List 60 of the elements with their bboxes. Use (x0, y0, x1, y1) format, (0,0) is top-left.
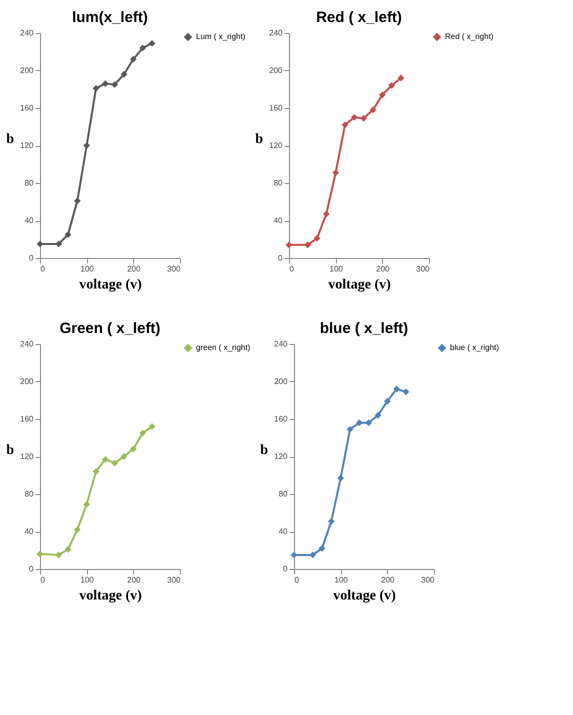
legend-label: blue ( x_right) (450, 343, 500, 352)
legend-label: Red ( x_right) (445, 32, 494, 41)
y-tick-label: 120 (20, 141, 34, 150)
y-axis-title: b (6, 443, 14, 458)
y-tick-label: 40 (24, 527, 34, 536)
y-tick-label: 240 (269, 28, 284, 38)
x-axis-title: voltage (v) (79, 588, 142, 604)
x-tick-label: 100 (80, 576, 94, 584)
x-tick-label: 0 (290, 264, 294, 274)
chart-title: Red ( x_left) (316, 9, 402, 26)
y-tick-label: 160 (20, 104, 34, 112)
x-tick-label: 200 (381, 576, 396, 584)
y-axis-title: b (255, 132, 264, 147)
x-tick-label: 100 (329, 264, 344, 274)
y-tick-label: 80 (278, 490, 288, 498)
x-tick-label: 0 (40, 576, 46, 584)
x-tick-label: 200 (127, 576, 142, 584)
y-tick-label: 0 (29, 254, 34, 262)
y-axis-title: b (260, 443, 268, 458)
x-tick-label: 0 (40, 264, 46, 274)
y-tick-label: 40 (274, 216, 284, 225)
y-tick-label: 200 (20, 377, 34, 386)
y-tick-label: 240 (274, 340, 288, 348)
y-tick-label: 200 (20, 66, 34, 75)
y-tick-label: 120 (269, 141, 284, 150)
chart-title: Green ( x_left) (60, 320, 160, 337)
y-tick-label: 240 (20, 28, 34, 38)
legend-label: Lum ( x_right) (196, 32, 246, 41)
y-tick-label: 200 (274, 377, 288, 386)
x-tick-label: 300 (167, 576, 182, 584)
x-axis-title: voltage (v) (79, 278, 142, 292)
y-tick-label: 160 (269, 104, 284, 112)
y-tick-label: 80 (24, 178, 34, 188)
x-tick-label: 300 (421, 576, 436, 584)
y-tick-label: 0 (283, 564, 288, 574)
y-tick-label: 160 (274, 414, 288, 424)
chart-title: blue ( x_left) (320, 320, 408, 337)
chart-title: lum(x_left) (72, 9, 148, 26)
y-tick-label: 40 (278, 527, 288, 536)
x-tick-label: 200 (376, 264, 390, 274)
y-tick-label: 120 (20, 452, 34, 461)
y-tick-label: 200 (269, 66, 284, 75)
x-tick-label: 300 (167, 264, 182, 274)
y-tick-label: 240 (20, 340, 34, 348)
x-tick-label: 0 (294, 576, 300, 584)
y-tick-label: 80 (274, 178, 284, 188)
x-tick-label: 200 (127, 264, 142, 274)
y-tick-label: 40 (24, 216, 34, 225)
x-tick-label: 300 (416, 264, 430, 274)
y-tick-label: 160 (20, 414, 34, 424)
y-tick-label: 120 (274, 452, 288, 461)
y-tick-label: 0 (29, 564, 34, 574)
y-tick-label: 0 (278, 254, 284, 262)
x-axis-title: voltage (v) (328, 278, 392, 292)
y-axis-title: b (6, 132, 14, 147)
legend-label: green ( x_right) (196, 343, 251, 352)
x-axis-title: voltage (v) (333, 588, 396, 604)
x-tick-label: 100 (334, 576, 348, 584)
x-tick-label: 100 (80, 264, 94, 274)
y-tick-label: 80 (24, 490, 34, 498)
